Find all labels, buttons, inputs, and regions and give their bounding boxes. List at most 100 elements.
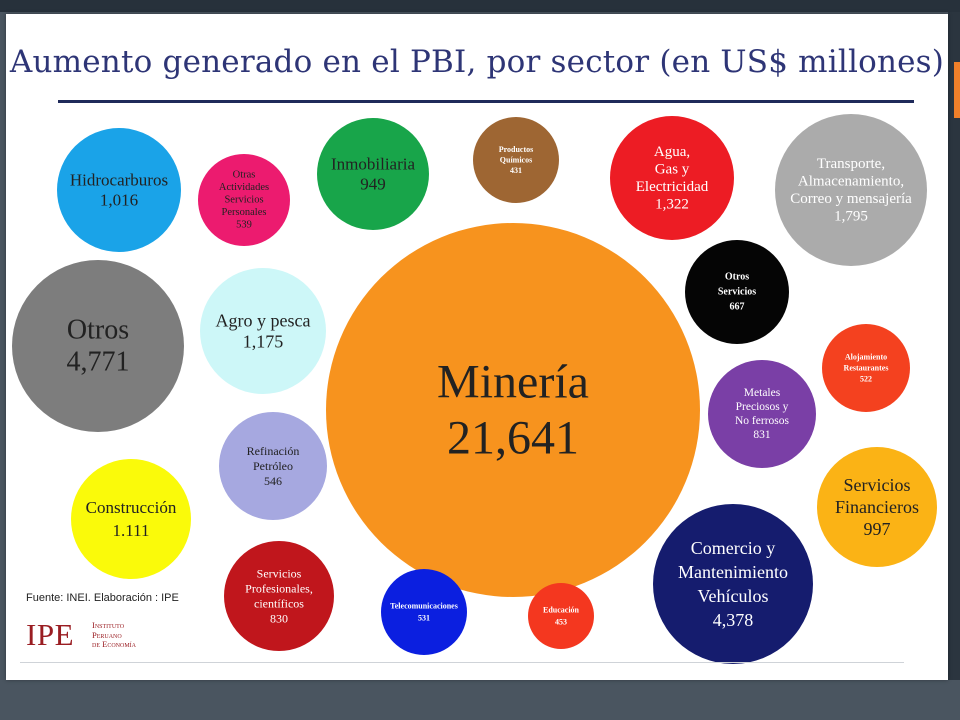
- bubble-group: Metales Preciosos y No ferrosos 831: [708, 360, 816, 468]
- bubble: [198, 154, 290, 246]
- bubble-group: Construcción 1.111: [71, 459, 191, 579]
- bubble: [610, 116, 734, 240]
- bubble: [822, 324, 910, 412]
- bubble-value: 539: [236, 220, 252, 231]
- bubble-label: Construcción: [86, 498, 177, 517]
- logo-line: Instituto: [92, 620, 125, 630]
- bubble-label: Servicios: [718, 287, 756, 298]
- bubble-label: Transporte,: [817, 156, 885, 172]
- bubble: [381, 569, 467, 655]
- bubble-value: 831: [753, 429, 771, 441]
- bubble-group: Otros Servicios 667: [685, 240, 789, 344]
- bubble-label: Productos: [499, 145, 534, 154]
- bubble-value: 830: [270, 612, 288, 626]
- bubble-label: Hidrocarburos: [70, 171, 168, 190]
- logo-text: Instituto Peruano de Economía: [92, 620, 182, 650]
- logo-line: de Economía: [92, 639, 136, 649]
- bubble-label: Metales: [744, 387, 781, 399]
- bubble-label: Correo y mensajería: [790, 191, 912, 207]
- slide: Aumento generado en el PBI, por sector (…: [6, 14, 948, 680]
- bubble-label: Alojamiento: [845, 353, 887, 362]
- bubble: [219, 412, 327, 520]
- bubble-value: 1,795: [834, 208, 868, 224]
- bubble-label: Almacenamiento,: [798, 173, 904, 189]
- bubble-label: Otros: [67, 315, 129, 346]
- accent-tab: [954, 62, 960, 118]
- bubble: [200, 268, 326, 394]
- bubble-value: 453: [555, 618, 567, 627]
- bubble: [653, 504, 813, 664]
- bubble-value: 1,016: [100, 191, 138, 210]
- bubble-label: Petróleo: [253, 459, 293, 473]
- bubble-label: Comercio y: [691, 538, 775, 558]
- bubble-label: Mantenimiento: [678, 562, 788, 582]
- window-right-bar: [948, 12, 960, 680]
- bubble-group: Comercio y Mantenimiento Vehículos 4,378: [653, 504, 813, 664]
- bubble-value: 1,175: [243, 332, 284, 352]
- bubble-label: Preciosos y: [736, 401, 789, 413]
- bubble-label: Financieros: [835, 497, 919, 517]
- bubble-label: Otras: [233, 170, 256, 181]
- window-top-bar: [0, 0, 960, 12]
- bubble-value: 522: [860, 375, 872, 384]
- bubble-group: Telecomunicaciones 531: [381, 569, 467, 655]
- bubble-value: 1,322: [655, 196, 689, 212]
- bubble-label: Minería: [437, 356, 589, 409]
- bubble: [71, 459, 191, 579]
- source-note: Fuente: INEI. Elaboración : IPE: [26, 592, 179, 604]
- bubble-label: Servicios: [224, 195, 263, 206]
- bubble-value: 4,771: [67, 347, 130, 378]
- bubble-label: Agua,: [654, 144, 690, 160]
- bubble-label: Profesionales,: [245, 582, 313, 596]
- bubble-value: 997: [864, 519, 891, 539]
- bubble: [817, 447, 937, 567]
- bubble-label: Inmobiliaria: [331, 155, 415, 174]
- bubble-label: Agro y pesca: [216, 311, 311, 331]
- bubble-value: 21,641: [447, 412, 579, 465]
- title-rule: [58, 100, 914, 103]
- bubble-label: Educación: [543, 606, 580, 615]
- bubble-label: Electricidad: [636, 179, 709, 195]
- bubble-value: 4,378: [713, 610, 754, 630]
- bubble-label: Servicios: [844, 475, 911, 495]
- bubble: [528, 583, 594, 649]
- bubble-group: Transporte,Almacenamiento, Correo y mensa…: [775, 114, 927, 266]
- bubble: [57, 128, 181, 252]
- logo-mark: IPE: [26, 617, 74, 652]
- bubble-label: Vehículos: [698, 586, 769, 606]
- bubble-label: Otros: [725, 272, 749, 283]
- bubble-label: científicos: [254, 597, 304, 611]
- bubble-group: Alojamiento Restaurantes 522: [822, 324, 910, 412]
- bubble: [685, 240, 789, 344]
- bubble-label: No ferrosos: [735, 415, 789, 427]
- chart-title: Aumento generado en el PBI, por sector (…: [9, 44, 945, 80]
- logo-line: Peruano: [92, 629, 122, 640]
- bubble-label: Servicios: [257, 567, 302, 581]
- bubble-value: 431: [510, 166, 522, 175]
- bubble-group: Educación 453: [528, 583, 594, 649]
- bubble: [473, 117, 559, 203]
- bubble: [326, 223, 700, 597]
- bubble-value: 667: [730, 302, 745, 313]
- bubble-value: 546: [264, 474, 282, 488]
- bubble-label: Personales: [222, 207, 267, 218]
- bubble-label: Refinación: [247, 444, 300, 458]
- bubble-label: Gas y: [655, 161, 690, 177]
- bubble: [224, 541, 334, 651]
- bubble-label: Químicos: [500, 156, 532, 165]
- bubble: [12, 260, 184, 432]
- bubble-value: 531: [418, 614, 430, 623]
- bubble-value: 1.111: [113, 521, 150, 540]
- bubble: [775, 114, 927, 266]
